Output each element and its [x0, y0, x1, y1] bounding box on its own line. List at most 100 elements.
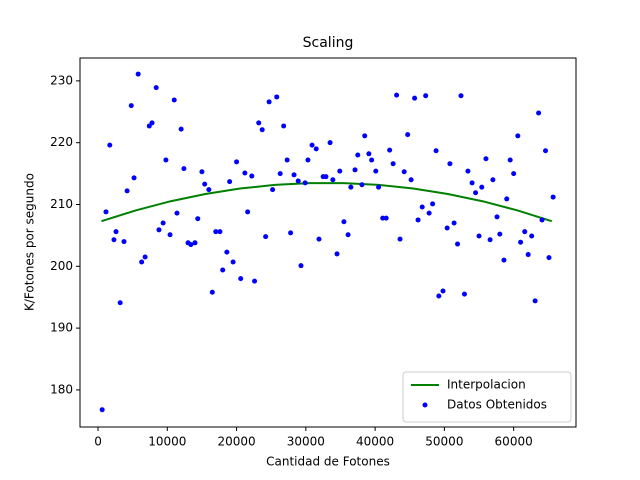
data-point: [202, 181, 208, 187]
data-point: [415, 217, 421, 223]
fit-line: [101, 182, 553, 223]
data-point: [497, 231, 503, 237]
data-point: [383, 215, 389, 221]
data-point: [465, 168, 471, 174]
data-point: [412, 95, 418, 101]
data-point: [515, 133, 521, 139]
data-point: [546, 255, 552, 261]
data-point: [458, 93, 464, 99]
data-point: [270, 187, 276, 193]
data-point: [174, 210, 180, 216]
data-point: [298, 263, 304, 269]
data-point: [139, 259, 145, 265]
data-point: [366, 151, 372, 157]
data-point: [224, 249, 230, 255]
data-point: [117, 300, 123, 306]
data-point: [476, 233, 482, 239]
data-point: [291, 172, 297, 178]
data-point: [149, 120, 155, 126]
legend-label: Datos Obtenidos: [447, 398, 547, 412]
data-point: [433, 148, 439, 154]
data-point: [153, 85, 159, 91]
y-tick-label: 230: [50, 73, 73, 87]
data-point: [479, 184, 485, 190]
data-point: [444, 225, 450, 231]
data-point: [103, 209, 109, 215]
data-point: [362, 133, 368, 139]
data-point: [199, 169, 205, 175]
data-point: [259, 127, 265, 133]
data-point: [376, 184, 382, 190]
data-point: [473, 190, 479, 196]
data-point: [501, 257, 507, 263]
data-point: [394, 92, 400, 98]
data-point: [423, 93, 429, 99]
data-point: [330, 177, 336, 183]
x-tick-label: 0: [94, 435, 102, 449]
x-tick-label: 30000: [287, 435, 325, 449]
data-point: [469, 180, 475, 186]
data-point: [345, 232, 351, 238]
data-point: [518, 239, 524, 245]
x-tick-label: 60000: [495, 435, 533, 449]
chart-title: Scaling: [303, 35, 354, 51]
data-point: [266, 99, 272, 105]
data-point: [295, 178, 301, 184]
data-point: [230, 259, 236, 265]
data-point: [490, 177, 496, 183]
data-point: [249, 173, 255, 179]
data-point: [305, 157, 311, 163]
data-point: [390, 161, 396, 167]
data-point: [408, 177, 414, 183]
x-axis-label: Cantidad de Fotones: [266, 455, 390, 469]
x-tick-label: 50000: [425, 435, 463, 449]
y-tick-label: 210: [50, 197, 73, 211]
data-point: [359, 182, 365, 188]
data-point: [447, 161, 453, 167]
data-point: [397, 236, 403, 242]
data-point: [455, 241, 461, 247]
data-point: [511, 171, 517, 177]
data-point: [401, 169, 407, 175]
data-point: [309, 142, 315, 148]
data-point: [327, 140, 333, 146]
y-tick-label: 190: [50, 321, 73, 335]
data-point: [135, 71, 141, 77]
y-tick-label: 200: [50, 259, 73, 273]
data-point: [348, 184, 354, 190]
data-point: [539, 217, 545, 223]
data-point: [128, 103, 134, 109]
data-point: [142, 254, 148, 260]
data-point: [107, 142, 113, 148]
data-point: [288, 230, 294, 236]
data-point: [387, 147, 393, 153]
data-point: [277, 171, 283, 177]
data-point: [405, 132, 411, 138]
data-point: [171, 97, 177, 103]
data-point: [494, 214, 500, 220]
data-point: [238, 276, 244, 282]
data-point: [167, 232, 173, 238]
data-point: [220, 267, 226, 273]
data-point: [461, 291, 467, 297]
data-point: [181, 166, 187, 172]
data-point: [316, 236, 322, 242]
plot-frame: [79, 57, 577, 428]
data-point: [206, 187, 212, 193]
data-point: [507, 157, 513, 163]
data-point: [213, 229, 219, 235]
data-point: [451, 220, 457, 226]
data-point: [121, 239, 127, 245]
legend-swatch: [422, 402, 428, 408]
data-point: [163, 157, 169, 163]
data-point: [178, 126, 184, 132]
data-point: [369, 157, 375, 163]
y-tick-label: 220: [50, 135, 73, 149]
data-point: [160, 220, 166, 226]
data-point: [156, 227, 162, 233]
data-point: [522, 229, 528, 235]
x-tick-label: 20000: [217, 435, 255, 449]
data-point: [536, 110, 542, 116]
